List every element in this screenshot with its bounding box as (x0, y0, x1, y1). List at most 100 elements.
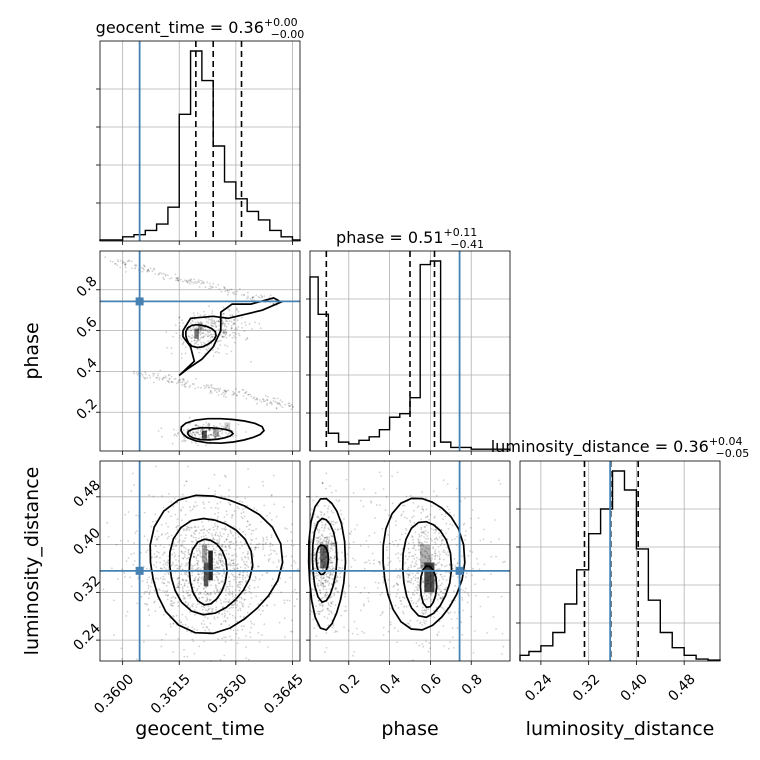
sample-point (166, 380, 169, 383)
sample-point (203, 503, 205, 505)
sample-point (233, 578, 235, 581)
sample-point (409, 521, 412, 523)
sample-point (278, 561, 280, 563)
sample-point (254, 398, 257, 401)
sample-point (237, 585, 240, 588)
sample-point (331, 544, 333, 546)
sample-point (233, 293, 236, 296)
sample-point (209, 318, 212, 321)
sample-point (226, 617, 229, 620)
sample-point (167, 374, 170, 377)
sample-point (326, 607, 329, 610)
sample-point (479, 539, 482, 542)
sample-point (478, 568, 481, 570)
sample-point (335, 579, 338, 582)
sample-point (162, 376, 165, 379)
sample-point (461, 596, 464, 599)
sample-point (231, 337, 234, 339)
sample-point (173, 556, 176, 558)
sample-point (192, 640, 195, 643)
sample-point (134, 264, 137, 267)
sample-point (228, 489, 231, 491)
sample-point (205, 600, 207, 603)
sample-point (168, 544, 171, 546)
sample-point (167, 510, 170, 513)
sample-point (242, 530, 245, 533)
sample-point (428, 548, 430, 550)
sample-point (242, 389, 245, 391)
sample-point (386, 564, 389, 566)
sample-point (414, 531, 417, 533)
sample-point (319, 591, 322, 594)
sample-point (218, 572, 221, 575)
sample-point (276, 401, 278, 404)
sample-point (420, 548, 423, 551)
sample-point (197, 579, 199, 581)
sample-point (273, 397, 276, 400)
sample-point (177, 278, 179, 281)
sample-point (167, 555, 170, 557)
sample-point (201, 332, 204, 335)
sample-point (423, 555, 426, 557)
sample-point (142, 267, 145, 270)
sample-point (223, 332, 225, 335)
sample-point (427, 559, 429, 562)
sample-point (443, 543, 446, 546)
sample-point (315, 572, 318, 575)
sample-point (440, 529, 443, 531)
sample-point (184, 513, 187, 516)
sample-point (419, 541, 421, 544)
sample-point (189, 384, 192, 387)
sample-point (146, 270, 149, 273)
sample-point (343, 517, 345, 520)
sample-point (187, 380, 189, 383)
sample-point (210, 533, 213, 535)
sample-point (154, 544, 157, 547)
sample-point (432, 490, 435, 493)
sample-point (235, 555, 238, 558)
sample-point (324, 524, 327, 526)
sample-point (216, 616, 219, 619)
sample-point (231, 314, 234, 316)
sample-point (233, 318, 236, 321)
sample-point (432, 546, 435, 549)
sample-point (325, 537, 327, 539)
sample-point (175, 382, 178, 385)
sample-point (223, 549, 226, 552)
sample-point (330, 522, 333, 525)
sample-point (185, 562, 188, 565)
sample-point (315, 577, 318, 580)
sample-point (328, 582, 331, 584)
sample-point (377, 582, 380, 584)
sample-point (212, 425, 215, 427)
sample-point (222, 560, 224, 563)
sample-point (210, 335, 213, 338)
sample-point (432, 547, 434, 550)
sample-point (208, 424, 211, 426)
sample-point (167, 274, 169, 277)
sample-point (163, 278, 166, 281)
sample-point (208, 543, 210, 546)
sample-point (196, 431, 199, 433)
sample-point (378, 504, 381, 507)
sample-point (241, 501, 244, 503)
sample-point (405, 495, 408, 498)
sample-point (368, 562, 371, 565)
x-tick-label-geocent-time-0p3630: 0.3630 (204, 671, 250, 717)
sample-point (454, 565, 457, 567)
sample-point (250, 561, 252, 564)
sample-point (206, 598, 209, 600)
sample-point (202, 332, 205, 335)
sample-point (392, 585, 395, 588)
sample-point (172, 542, 175, 545)
sample-point (391, 475, 393, 478)
sample-point (196, 562, 199, 565)
sample-point (208, 328, 211, 331)
sample-point (363, 586, 366, 589)
sample-point (331, 561, 334, 563)
sample-point (179, 621, 182, 623)
sample-point (196, 280, 199, 283)
sample-point (182, 322, 184, 324)
sample-point (233, 603, 235, 606)
sample-point (266, 538, 269, 541)
